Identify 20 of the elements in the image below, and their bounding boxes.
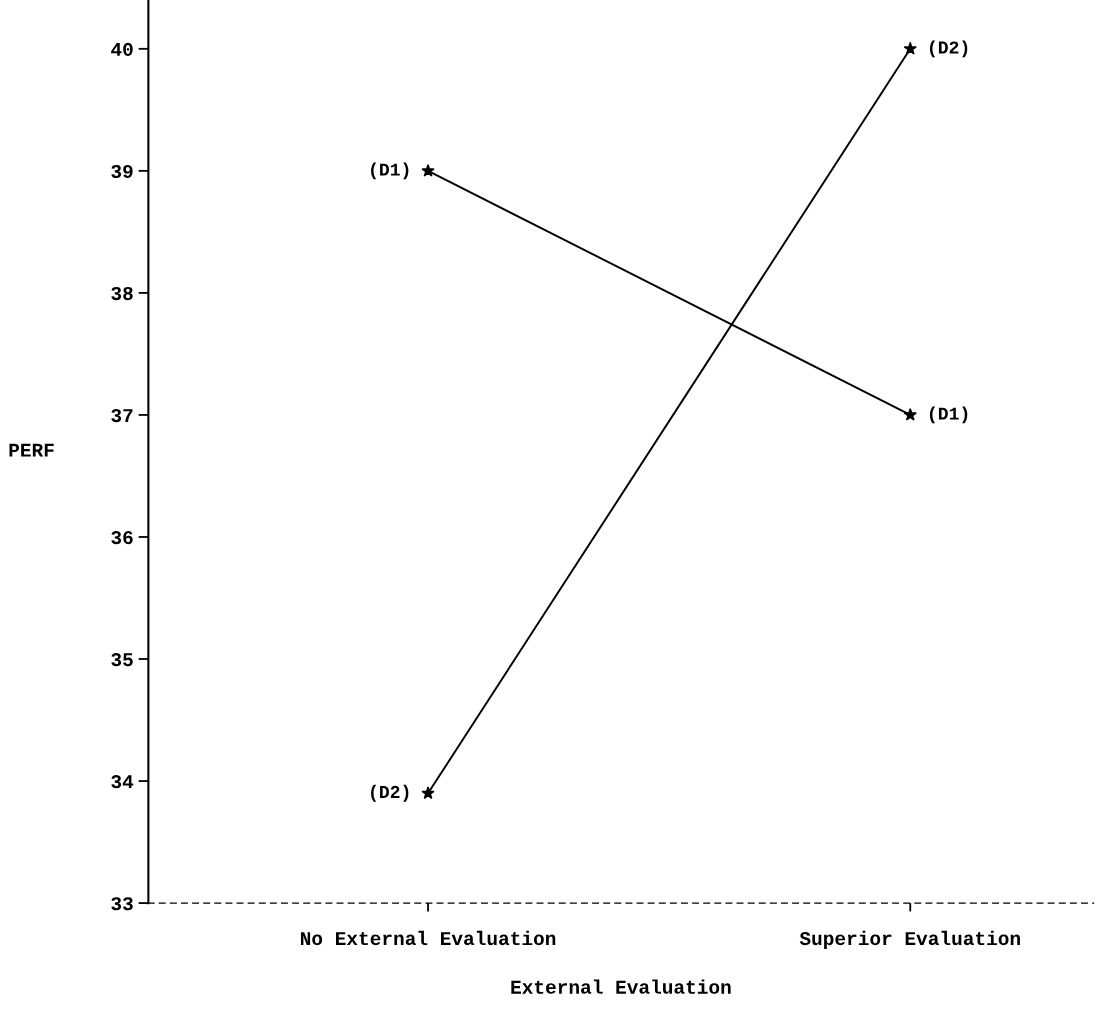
x-tick-label: No External Evaluation: [300, 930, 556, 946]
y-axis-title: PERF: [9, 443, 54, 457]
y-tick-label: 38: [111, 286, 133, 301]
point: [903, 41, 917, 55]
point: [903, 407, 917, 421]
x-axis-title: External Evaluation: [511, 979, 731, 994]
y-tick-label: 37: [111, 408, 133, 423]
text: (D1): [371, 162, 409, 180]
series-label: (D2): [371, 784, 409, 802]
point: [421, 163, 435, 177]
y-tick-label: 34: [111, 775, 134, 789]
x-tick-label: Superior Evaluation: [799, 930, 1020, 949]
series-label: (D1): [929, 406, 968, 424]
point: [421, 786, 435, 800]
y-tick-label: 40: [111, 42, 133, 57]
y-tick-label: 35: [111, 653, 133, 667]
y-tick-label: 36: [111, 531, 133, 545]
y-tick-label: 39: [111, 164, 133, 179]
text: (D2): [929, 40, 968, 58]
y-tick-label: 33: [111, 897, 133, 911]
